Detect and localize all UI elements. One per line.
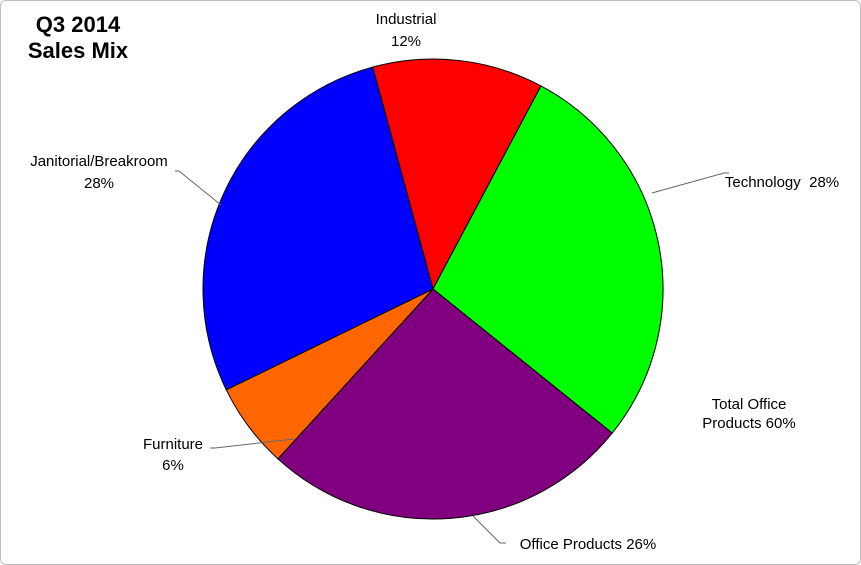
total-office-products-note: Total Office Products 60%	[679, 395, 819, 433]
slice-label-janitorial-breakroom-line-1: Janitorial/Breakroom	[30, 153, 168, 170]
pie-slice-janitorial-breakroom	[202, 66, 434, 391]
pie-slice-industrial	[372, 58, 542, 291]
chart-title-line-2: Sales Mix	[27, 38, 129, 63]
chart-title: Q3 2014 Sales Mix	[3, 12, 153, 64]
note-line-1: Total Office	[711, 396, 787, 413]
pie-slice-technology	[432, 85, 664, 434]
slice-label-furniture-line-2: 6%	[162, 457, 184, 474]
leader-line-technology	[651, 172, 729, 194]
leader-line-furniture	[210, 438, 295, 449]
slice-label-technology: Technology 28%	[725, 174, 839, 191]
leader-line-office-products	[472, 515, 506, 544]
leader-line-janitorial-breakroom	[175, 170, 222, 206]
chart-title-line-1: Q3 2014	[35, 12, 121, 37]
slice-label-industrial-line-2: 12%	[391, 33, 421, 50]
slice-label-furniture-line-1: Furniture	[143, 436, 203, 453]
note-line-2: Products 60%	[702, 415, 796, 432]
slice-label-janitorial-breakroom-line-2: 28%	[84, 175, 114, 192]
slice-label-industrial-line-1: Industrial	[376, 11, 437, 28]
pie-slice-office-products	[277, 288, 613, 520]
slice-label-office-products: Office Products 26%	[520, 536, 656, 553]
